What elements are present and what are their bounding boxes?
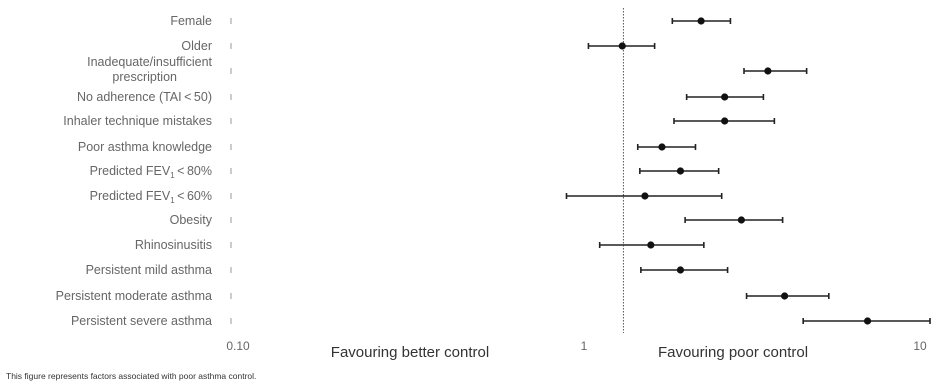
x-tick-label: 0.10 — [226, 339, 250, 353]
point-estimate-persistent-moderate-asthma — [781, 292, 789, 300]
row-label: Predicted FEV1 < 60% — [90, 189, 212, 205]
point-estimate-no-adherence-tai-50 — [721, 93, 729, 101]
row-label: Obesity — [170, 213, 213, 227]
row-label: Female — [170, 14, 212, 28]
point-estimate-female — [697, 17, 705, 25]
row-label: Older — [181, 39, 212, 53]
row-label-line2: prescription — [112, 70, 177, 84]
direction-label-right: Favouring poor control — [658, 344, 808, 361]
point-estimate-inadequate-insufficient — [764, 67, 772, 75]
row-label: Predicted FEV1 < 80% — [90, 164, 212, 180]
point-estimate-predicted-fev-80 — [676, 167, 685, 175]
point-estimate-rhinosinusitis — [647, 241, 655, 249]
row-label: Poor asthma knowledge — [78, 140, 212, 154]
row-label: No adherence (TAI < 50) — [77, 90, 212, 104]
forest-plot: Female Older Inadequate/insufficientprescr… — [56, 8, 931, 361]
row-label: Persistent severe asthma — [71, 314, 212, 328]
point-estimate-inhaler-technique-mistakes — [721, 117, 729, 125]
row-label: Persistent mild asthma — [86, 263, 212, 277]
point-estimate-older — [618, 42, 626, 50]
row-label: Inhaler technique mistakes — [63, 114, 212, 128]
point-estimate-persistent-mild-asthma — [676, 266, 685, 274]
point-estimate-obesity — [737, 216, 745, 224]
point-estimate-persistent-severe-asthma — [863, 317, 872, 325]
row-label: Rhinosinusitis — [135, 238, 212, 252]
x-tick-label: 10 — [913, 339, 927, 353]
row-label: Inadequate/insufficient — [87, 55, 212, 69]
figure-caption: This figure represents factors associate… — [6, 371, 257, 381]
point-estimate-poor-asthma-knowledge — [658, 143, 666, 151]
x-tick-label: 1 — [581, 339, 588, 353]
direction-label-left: Favouring better control — [331, 344, 489, 361]
point-estimate-predicted-fev-60 — [641, 192, 649, 200]
row-label: Persistent moderate asthma — [56, 289, 212, 303]
